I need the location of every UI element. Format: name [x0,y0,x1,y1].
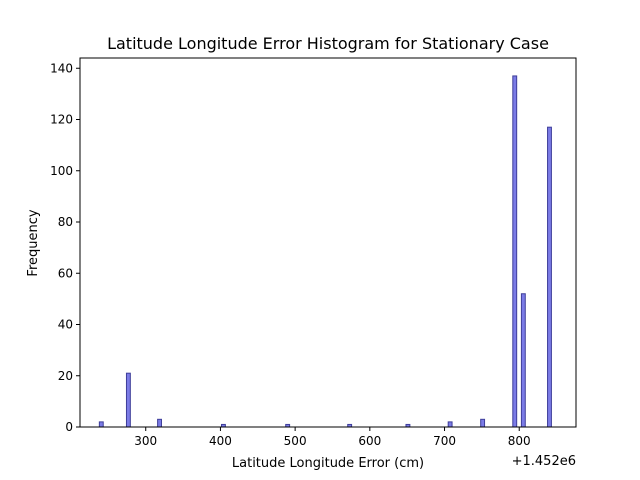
x-axis-label: Latitude Longitude Error (cm) [232,456,424,471]
x-axis: 300 400 500 600 700 800 [134,427,531,448]
histogram-bar [520,293,526,428]
histogram-bar [447,421,453,428]
bars-group [98,75,552,428]
x-tick-label: 600 [358,434,381,448]
chart-title: Latitude Longitude Error Histogram for S… [107,34,549,53]
histogram-bar [512,75,518,428]
y-tick-label: 40 [58,318,73,332]
y-tick-label: 20 [58,369,73,383]
y-tick-label: 100 [50,164,73,178]
y-tick-label: 120 [50,113,73,127]
x-tick-label: 400 [209,434,232,448]
plot-frame [79,57,577,428]
x-axis-offset-label: +1.452e6 [512,454,576,469]
x-tick-label: 300 [134,434,157,448]
y-axis: 0 20 40 60 80 100 120 140 [50,61,80,434]
y-tick-label: 140 [50,61,73,75]
histogram-bar [547,126,552,428]
histogram-bar [480,418,486,428]
y-axis-label: Frequency [26,209,41,276]
x-tick-label: 800 [508,434,531,448]
histogram-bar [125,372,131,428]
y-tick-label: 0 [65,420,73,434]
histogram-bar [157,418,162,428]
histogram-bar [98,421,104,428]
y-tick-label: 80 [58,215,73,229]
x-tick-label: 500 [284,434,307,448]
y-tick-label: 60 [58,266,73,280]
x-tick-label: 700 [433,434,456,448]
